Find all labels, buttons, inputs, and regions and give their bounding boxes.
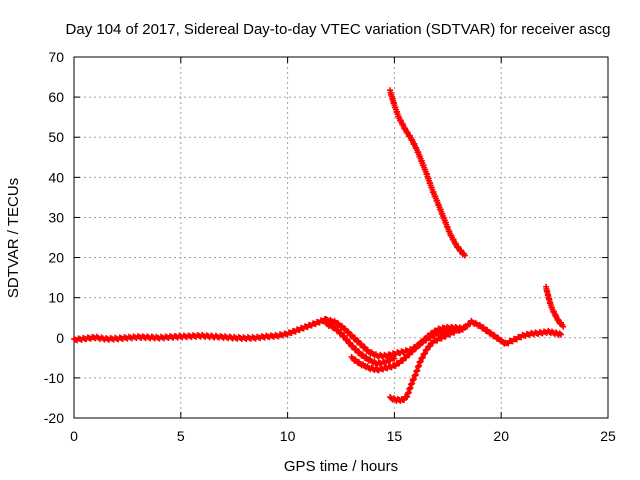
x-tick-label: 10	[280, 428, 296, 444]
x-tick-label: 5	[177, 428, 185, 444]
series-dip	[387, 324, 468, 404]
y-tick-label: 0	[56, 330, 64, 346]
plot-frame	[73, 56, 609, 419]
x-axis-label: GPS time / hours	[284, 458, 398, 475]
x-tick-label: 25	[600, 428, 616, 444]
series-late	[461, 317, 565, 347]
grid	[74, 57, 608, 418]
data-series	[71, 87, 567, 404]
y-axis-label: SDTVAR / TECUs	[5, 178, 22, 298]
data-point	[424, 346, 431, 353]
chart-title: Day 104 of 2017, Sidereal Day-to-day VTE…	[66, 21, 611, 38]
data-point	[461, 252, 468, 259]
y-tick-label: 40	[48, 169, 64, 185]
data-point	[560, 323, 567, 330]
axis-ticks: 0 5 10 15 20 25 -20 -10 0 10 20 30 40 50 60 70	[44, 49, 616, 444]
series-baseline	[71, 316, 330, 344]
data-point	[427, 343, 434, 350]
y-tick-label: 50	[48, 129, 64, 145]
x-tick-label: 20	[493, 428, 509, 444]
y-tick-label: 10	[48, 290, 64, 306]
x-tick-label: 15	[387, 428, 403, 444]
y-tick-label: 60	[48, 89, 64, 105]
series-arc-lower	[348, 325, 466, 374]
y-tick-label: -20	[44, 410, 64, 426]
y-tick-label: 30	[48, 209, 64, 225]
y-tick-label: 70	[48, 49, 64, 65]
y-tick-label: 20	[48, 250, 64, 266]
data-point	[558, 331, 565, 338]
series-late-spike	[543, 283, 567, 330]
series-descending-arc	[387, 87, 468, 259]
x-tick-label: 0	[70, 428, 78, 444]
series-arc-middle	[323, 319, 398, 368]
data-point	[391, 355, 398, 362]
y-tick-label: -10	[44, 370, 64, 386]
